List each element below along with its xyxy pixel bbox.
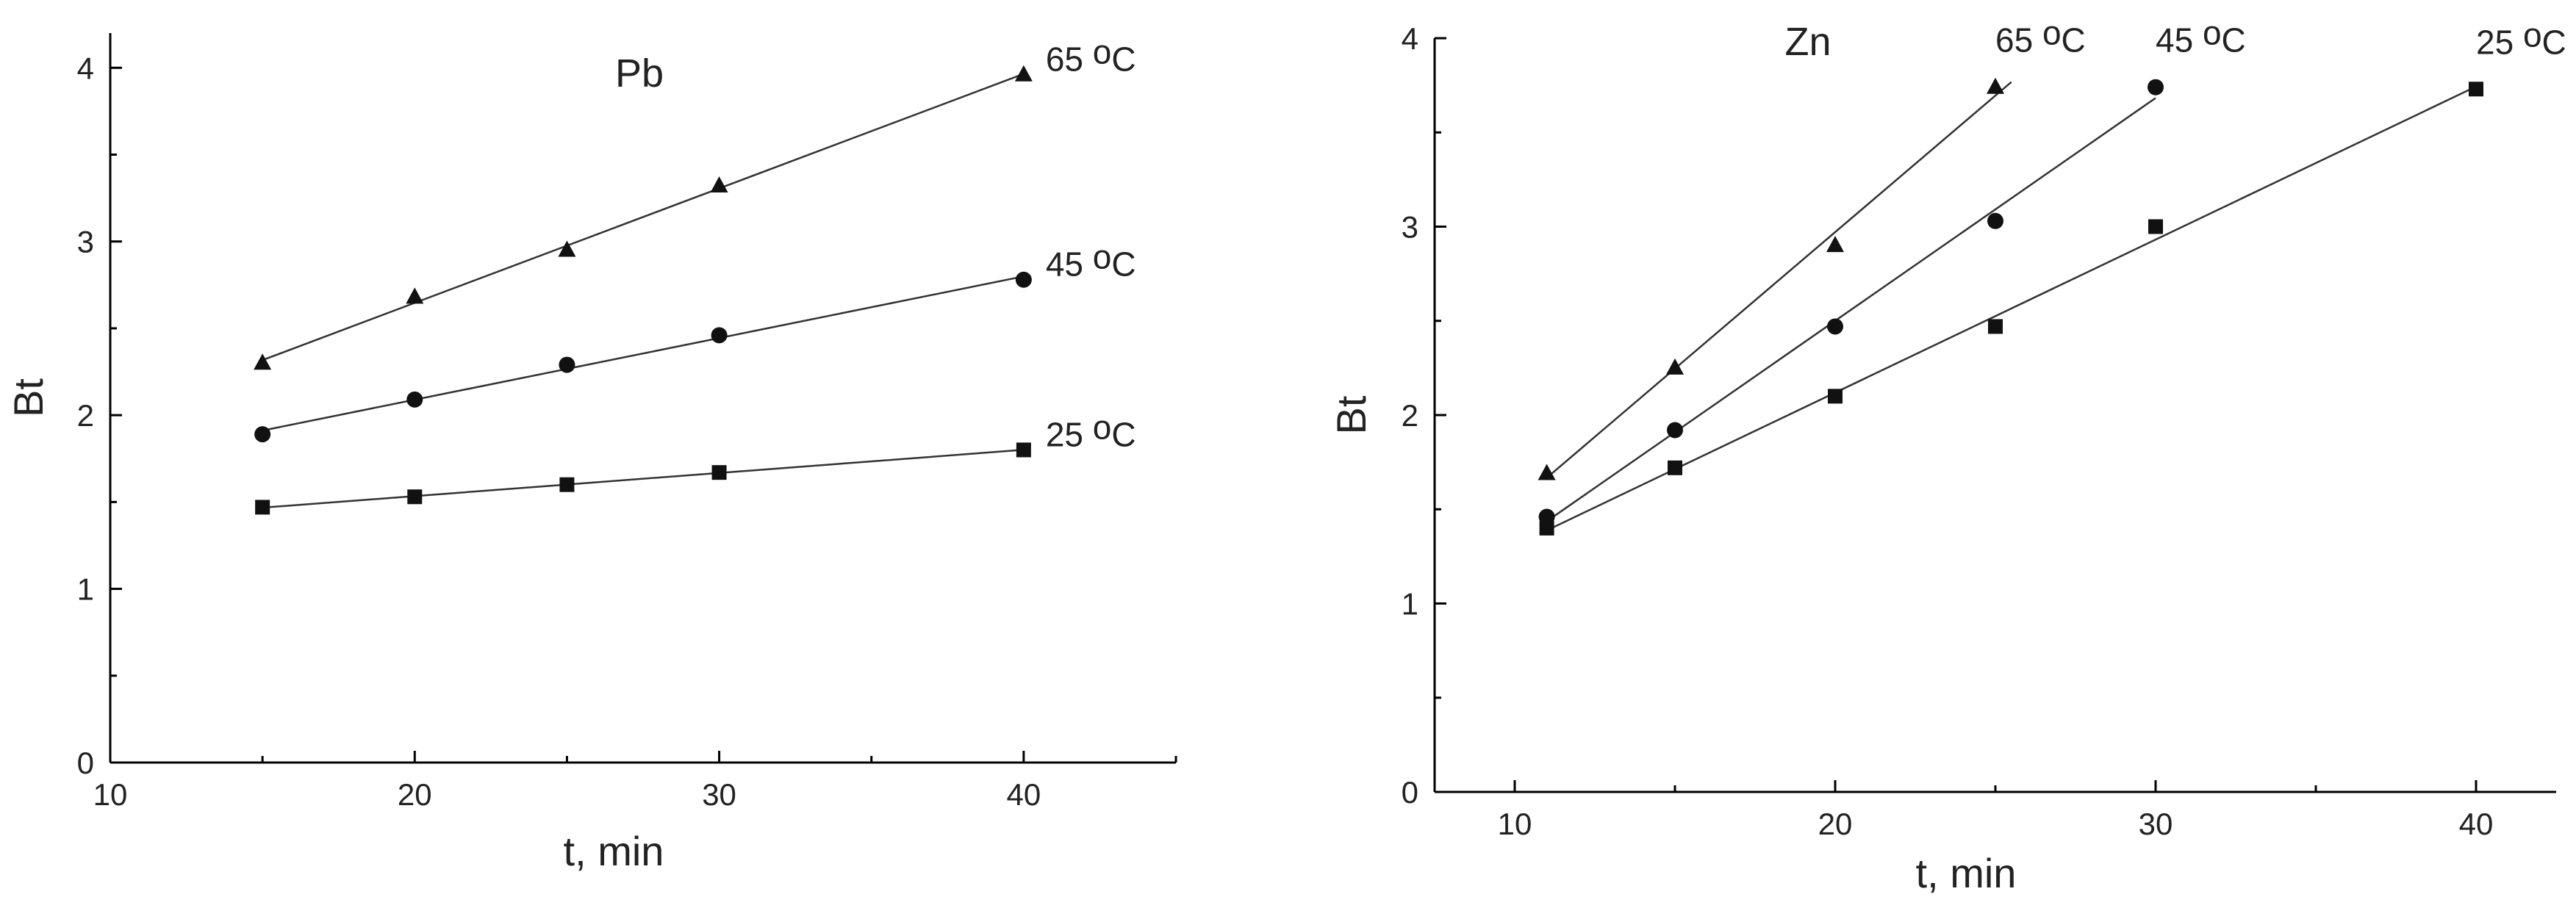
data-point-triangle (1538, 464, 1556, 480)
fit-line (262, 275, 1025, 432)
y-tick-label: 1 (1402, 587, 1418, 621)
data-point-square (2469, 82, 2483, 97)
y-tick-label: 0 (1402, 775, 1418, 810)
data-point-triangle (1666, 358, 1684, 375)
y-axis-label: Bt (1328, 395, 1374, 434)
data-point-circle (559, 356, 575, 373)
x-tick-label: 10 (1498, 807, 1532, 841)
data-point-square (559, 477, 575, 492)
data-point-square (1668, 460, 1682, 475)
data-point-circle (1015, 271, 1032, 288)
series-label: 25 oC (1046, 408, 1136, 453)
data-point-square (711, 465, 727, 480)
fit-line (262, 73, 1025, 361)
data-point-circle (254, 426, 271, 443)
data-point-circle (1827, 318, 1843, 335)
y-tick-label: 3 (1402, 210, 1418, 245)
series-label: 45 oC (2156, 14, 2246, 60)
data-point-circle (406, 391, 423, 408)
data-point-square (2148, 219, 2163, 234)
fit-line (262, 449, 1024, 509)
data-point-square (407, 489, 423, 505)
chart-panel-zn: 0 1 2 3 4 10 20 30 40 t, min Bt Zn 65 oC 45 oC 25 oC (1328, 14, 2566, 896)
series-label: 25 oC (2476, 15, 2566, 61)
y-tick-label: 3 (77, 225, 94, 259)
data-point-triangle (1826, 236, 1844, 253)
data-point-triangle (406, 287, 424, 304)
fit-line (1546, 85, 2477, 532)
y-tick-label: 0 (77, 746, 94, 780)
fit-line (1546, 97, 2156, 522)
y-tick-label: 1 (77, 572, 94, 607)
y-tick-label: 4 (77, 51, 94, 85)
data-point-circle (2148, 79, 2164, 96)
data-point-triangle (710, 176, 728, 193)
x-tick-label: 30 (702, 777, 736, 812)
data-point-square (255, 500, 270, 515)
data-point-triangle (1987, 77, 2004, 94)
y-tick-label: 2 (77, 398, 94, 433)
x-tick-label: 20 (1818, 807, 1853, 841)
data-point-circle (1667, 422, 1683, 439)
y-tick-label: 4 (1402, 21, 1418, 56)
data-point-square (1988, 319, 2003, 334)
x-axis-label: t, min (564, 828, 664, 874)
panel-title: Pb (615, 51, 664, 96)
x-tick-label: 40 (2459, 807, 2494, 841)
x-axis-label: t, min (1916, 850, 2017, 896)
panel-title: Zn (1784, 20, 1831, 64)
fit-line (1546, 81, 2012, 479)
data-point-circle (711, 327, 728, 344)
data-point-circle (1987, 212, 2003, 229)
data-point-square (1016, 442, 1031, 458)
data-point-square (1828, 389, 1843, 404)
data-point-square (1539, 520, 1554, 536)
series-label: 45 oC (1046, 238, 1136, 284)
x-tick-label: 20 (398, 777, 432, 812)
x-tick-label: 10 (93, 777, 128, 812)
y-tick-label: 2 (1402, 398, 1418, 433)
series-label: 65 oC (1995, 14, 2086, 60)
data-point-triangle (558, 240, 576, 257)
chart-panel-pb: 0 1 2 3 4 10 20 30 40 t, min Bt Pb 65 oC 45 oC 25 oC (5, 33, 1177, 874)
data-point-triangle (1014, 65, 1033, 82)
series-label: 65 oC (1046, 33, 1136, 79)
x-tick-label: 40 (1006, 777, 1041, 812)
x-tick-label: 30 (2139, 807, 2173, 841)
data-point-triangle (254, 353, 272, 370)
y-axis-label: Bt (5, 378, 51, 417)
